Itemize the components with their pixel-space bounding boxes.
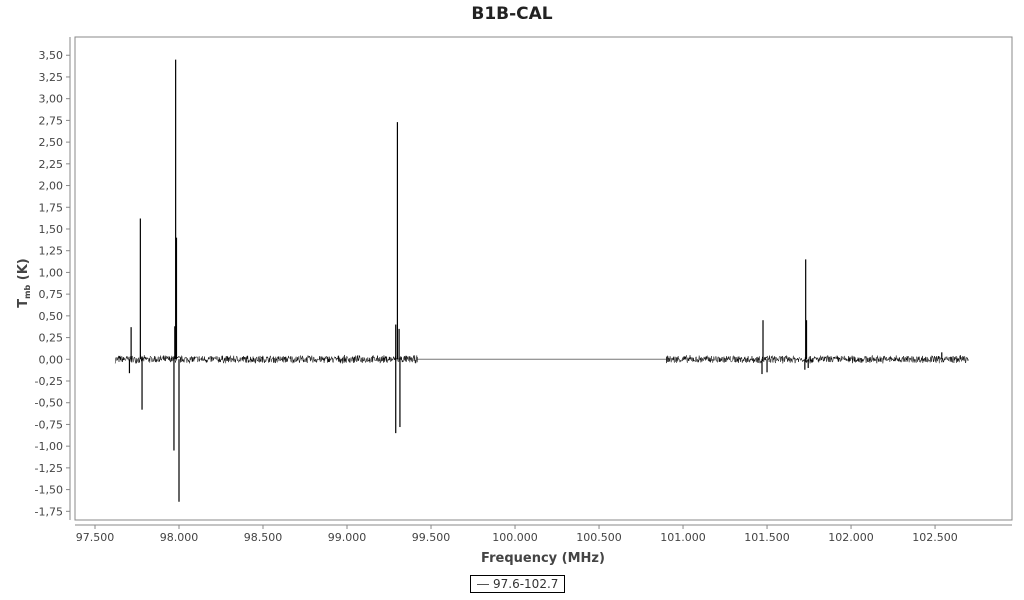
series-noise-segment <box>665 354 969 365</box>
series-noise-segment <box>114 354 418 365</box>
x-tick-label: 98.500 <box>244 531 283 544</box>
x-tick-label: 98.000 <box>160 531 199 544</box>
plot-area <box>74 36 1013 521</box>
legend-label: 97.6-102.7 <box>493 577 559 591</box>
y-tick-label: 1,25 <box>39 245 64 258</box>
y-axis-label: Tmb (K) <box>16 258 32 307</box>
y-tick-label: 0,25 <box>39 332 64 345</box>
y-tick-label: 0,75 <box>39 288 64 301</box>
y-tick-label: 0,50 <box>39 310 64 323</box>
y-tick-label: -1,75 <box>35 505 63 518</box>
y-axis-label-main: T <box>16 299 31 308</box>
legend: 97.6-102.7 <box>470 575 566 593</box>
x-tick-label: 99.000 <box>328 531 367 544</box>
x-tick-label: 101.500 <box>744 531 790 544</box>
y-tick-label: -1,00 <box>35 440 63 453</box>
x-tick-label: 100.000 <box>492 531 538 544</box>
y-axis-label-sub: mb <box>23 285 32 299</box>
x-axis-label: Frequency (MHz) <box>481 551 605 566</box>
y-tick-label: 2,00 <box>39 180 64 193</box>
y-tick-label: 2,25 <box>39 158 64 171</box>
y-tick-label: -0,50 <box>35 397 63 410</box>
y-tick-label: -0,25 <box>35 375 63 388</box>
y-tick-label: -0,75 <box>35 418 63 431</box>
y-tick-label: 0,00 <box>39 353 64 366</box>
x-tick-label: 99.500 <box>412 531 451 544</box>
x-tick-label: 102.000 <box>828 531 874 544</box>
chart-title: B1B-CAL <box>471 4 553 24</box>
y-axis-label-unit: (K) <box>16 258 31 284</box>
y-tick-label: 2,75 <box>39 114 64 127</box>
y-tick-label: 1,00 <box>39 266 64 279</box>
x-tick-label: 100.500 <box>576 531 622 544</box>
y-tick-label: 1,50 <box>39 223 64 236</box>
y-tick-label: 3,25 <box>39 71 64 84</box>
y-tick-label: -1,25 <box>35 462 63 475</box>
x-tick-label: 102.500 <box>912 531 958 544</box>
x-tick-label: 101.000 <box>660 531 706 544</box>
x-tick-label: 97.500 <box>76 531 115 544</box>
y-tick-label: 2,50 <box>39 136 64 149</box>
y-tick-label: 3,00 <box>39 93 64 106</box>
y-tick-label: 3,50 <box>39 49 64 62</box>
y-tick-label: -1,50 <box>35 484 63 497</box>
legend-swatch <box>477 584 489 585</box>
y-tick-label: 1,75 <box>39 201 64 214</box>
